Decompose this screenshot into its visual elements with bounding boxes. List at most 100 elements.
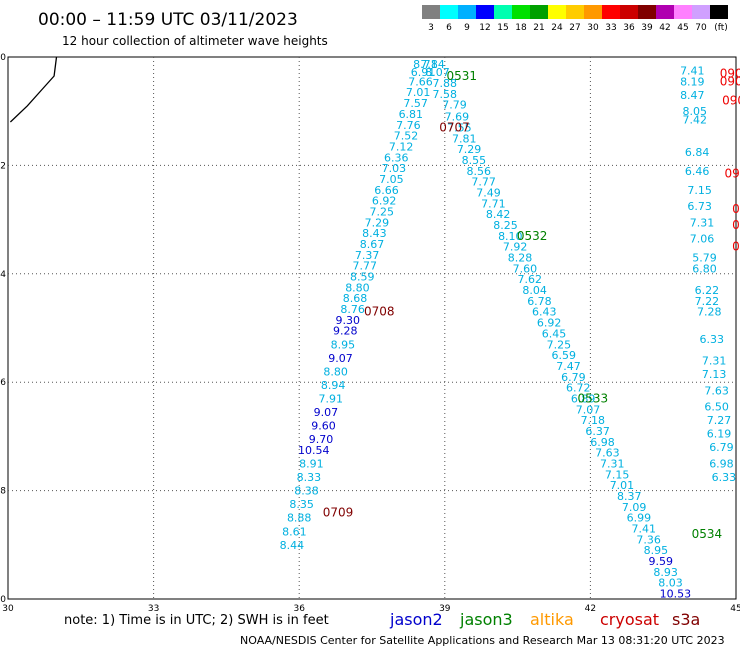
wave-height-value: 8.71 xyxy=(413,58,438,71)
wave-height-value: 8.68 xyxy=(343,292,368,305)
colorbar-swatch xyxy=(638,5,656,19)
wave-height-value: 8.35 xyxy=(289,498,314,511)
wave-height-value: 7.31 xyxy=(702,355,727,368)
pass-time-label: 0 xyxy=(732,218,740,232)
colorbar-swatch xyxy=(656,5,674,19)
wave-height-value: 8.76 xyxy=(340,303,365,316)
y-tick-label: -30 xyxy=(0,53,6,63)
pass-time-label: 0708 xyxy=(364,305,395,319)
x-tick-label: 45 xyxy=(730,604,740,614)
colorbar-label: 33 xyxy=(605,23,616,33)
pass-time-label: 090 xyxy=(720,74,740,88)
wave-height-value: 6.19 xyxy=(707,428,732,441)
wave-height-value: 7.03 xyxy=(382,162,407,175)
colorbar-swatch xyxy=(548,5,566,19)
wave-height-value: 8.80 xyxy=(345,281,370,294)
wave-height-value: 7.18 xyxy=(581,414,606,427)
colorbar-label: 9 xyxy=(464,23,470,33)
colorbar-label: 70 xyxy=(695,23,707,33)
pass-time-label: 0531 xyxy=(447,69,478,83)
colorbar-swatch xyxy=(566,5,584,19)
colorbar-label: 27 xyxy=(569,23,580,33)
wave-height-value: 8.91 xyxy=(299,458,324,471)
colorbar-swatch xyxy=(692,5,710,19)
pass-time-label: 0533 xyxy=(578,391,609,405)
wave-height-value: 7.76 xyxy=(396,119,421,132)
wave-height-value: 8.33 xyxy=(297,471,322,484)
mission-altika: altika xyxy=(530,610,574,629)
pass-time-label: 0 xyxy=(732,202,740,216)
axis-tick-labels: 30 33 36 39 42 45 -30 -32 -34 -36 -38 -40 xyxy=(0,53,740,614)
wave-height-value: 6.80 xyxy=(692,262,717,275)
wave-height-value: 8.42 xyxy=(486,208,511,221)
colorbar-swatch xyxy=(422,5,440,19)
wave-height-value: 6.50 xyxy=(704,401,729,414)
wave-height-value: 7.77 xyxy=(352,260,377,273)
colorbar-swatch xyxy=(494,5,512,19)
colorbar-label: 15 xyxy=(497,23,508,33)
wave-height-value: 7.58 xyxy=(433,88,458,101)
wave-height-value: 7.09 xyxy=(622,501,647,514)
pass-time-label: 0709 xyxy=(323,505,354,519)
pass-time-label: 090 xyxy=(722,93,740,107)
y-tick-label: -40 xyxy=(0,595,6,605)
wave-height-value: 8.10 xyxy=(498,230,523,243)
mission-jason2: jason2 xyxy=(389,610,443,629)
wave-height-value: 6.98 xyxy=(709,458,734,471)
wave-height-value: 7.06 xyxy=(690,233,715,246)
mission-cryosat: cryosat xyxy=(600,610,659,629)
colorbar-label: 21 xyxy=(533,23,544,33)
wave-height-value: 8.95 xyxy=(644,544,669,557)
colorbar-label: 24 xyxy=(551,23,563,33)
wave-height-value: 7.12 xyxy=(389,140,414,153)
x-tick-label: 30 xyxy=(2,604,14,614)
colorbar-label: 36 xyxy=(623,23,635,33)
wave-height-value: 6.43 xyxy=(532,306,557,319)
wave-height-value: 7.01 xyxy=(406,86,431,99)
wave-height-value: 8.05 xyxy=(682,105,707,118)
wave-height-value: 7.29 xyxy=(457,143,482,156)
wave-height-value: 7.15 xyxy=(687,184,712,197)
wave-height-value: 9.07 xyxy=(328,352,353,365)
wave-height-value: 7.25 xyxy=(369,205,394,218)
pass-time-label: 090 xyxy=(725,167,740,181)
wave-height-value: 7.27 xyxy=(707,414,732,427)
coastline xyxy=(9,56,58,123)
x-tick-label: 33 xyxy=(148,604,159,614)
wave-height-value: 6.37 xyxy=(585,425,610,438)
gridlines xyxy=(8,57,736,599)
wave-height-value: 7.71 xyxy=(481,197,506,210)
wave-height-value: 8.44 xyxy=(280,539,305,552)
pass-time-label: 0 xyxy=(732,240,740,254)
wave-height-value: 8.80 xyxy=(323,365,348,378)
wave-height-value: 6.89 xyxy=(571,392,596,405)
wave-height-value: 8.95 xyxy=(331,338,356,351)
wave-height-value: 7.52 xyxy=(394,130,419,143)
wave-height-value: 8.55 xyxy=(462,154,487,167)
colorbar-swatch xyxy=(674,5,692,19)
colorbar-swatch xyxy=(710,5,728,19)
wave-height-value: 7.41 xyxy=(632,523,657,536)
wave-height-value: 7.79 xyxy=(442,99,467,112)
colorbar-swatch xyxy=(458,5,476,19)
y-tick-label: -32 xyxy=(0,161,6,171)
wave-height-value: 7.57 xyxy=(403,97,428,110)
wave-height-value: 7.25 xyxy=(547,338,572,351)
wave-height-value: 8.67 xyxy=(360,238,385,251)
wave-height-value: 9.28 xyxy=(333,325,358,338)
wave-height-value: 8.94 xyxy=(321,379,346,392)
wave-height-value: 6.84 xyxy=(685,146,710,159)
wave-height-value: 6.22 xyxy=(695,284,720,297)
wave-height-value: 8.38 xyxy=(294,485,319,498)
wave-height-value: 7.42 xyxy=(682,113,707,126)
wave-height-value: 8.19 xyxy=(680,75,705,88)
wave-height-value: 7.41 xyxy=(680,65,705,78)
wave-height-value: 7.36 xyxy=(636,533,661,546)
wave-height-value: 8.28 xyxy=(508,252,533,265)
colorbar-swatch xyxy=(602,5,620,19)
wave-height-value: 6.91 xyxy=(411,66,436,79)
x-tick-label: 39 xyxy=(439,604,451,614)
wave-height-value: 7.92 xyxy=(503,241,528,254)
pass-time-label: 0707 xyxy=(439,120,470,134)
